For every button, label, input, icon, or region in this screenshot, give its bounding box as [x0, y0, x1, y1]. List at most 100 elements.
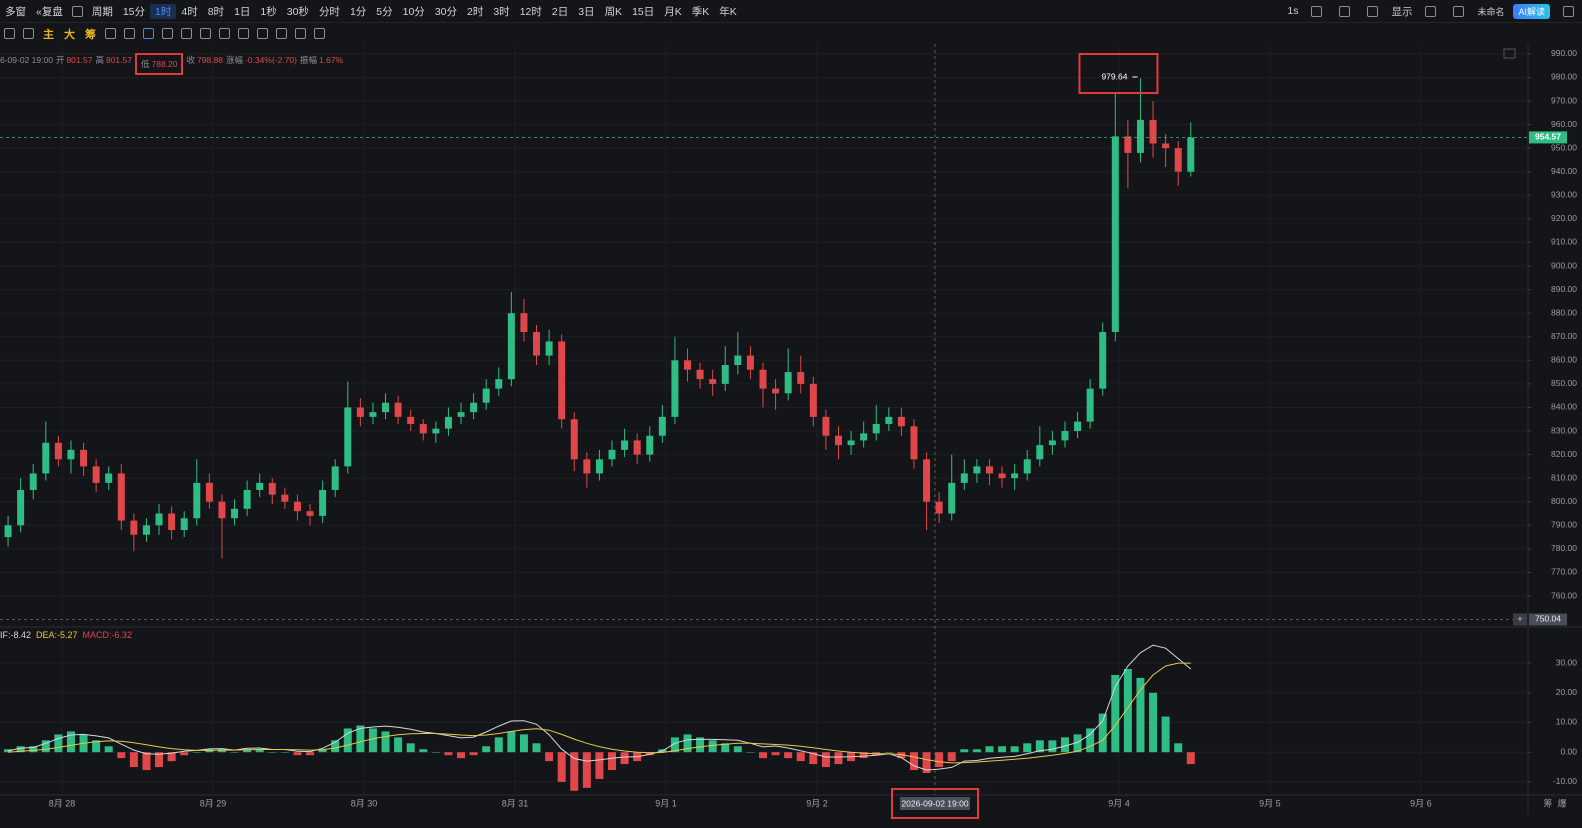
more-icon[interactable]: [23, 28, 34, 39]
info-value: -0.34%(-2.70): [245, 55, 297, 65]
period-button[interactable]: 年K: [719, 5, 737, 18]
macd-bar: [771, 752, 780, 756]
period-button[interactable]: 1秒: [260, 5, 277, 18]
macd-bar: [645, 752, 654, 756]
indicator-switch[interactable]: 大: [64, 28, 75, 41]
info-value: 801.57: [66, 55, 93, 65]
macd-bar: [167, 752, 176, 762]
info-item: 低 788.20: [134, 53, 184, 75]
macd-bar: [66, 731, 75, 753]
macd-bar: [343, 728, 352, 753]
macd-bar: [909, 752, 918, 771]
y-tick-label: 20.00: [1556, 687, 1578, 697]
x-tick-label: 9月 2: [806, 798, 828, 808]
macd-bar: [419, 749, 428, 753]
rect-icon[interactable]: [4, 28, 15, 39]
period-button[interactable]: 1时: [150, 3, 177, 19]
period-button[interactable]: 月K: [664, 5, 682, 18]
candle-body: [218, 501, 226, 519]
period-button[interactable]: 2日: [551, 5, 569, 18]
candle-body: [507, 313, 515, 380]
candle-body: [92, 466, 100, 483]
period-button[interactable]: 分时: [318, 5, 340, 18]
macd-bar: [519, 734, 528, 753]
period-button[interactable]: 2时: [467, 5, 484, 18]
macd-bar: [1010, 746, 1019, 753]
settings-icon[interactable]: [1425, 5, 1437, 17]
chart-type-icon[interactable]: [71, 5, 83, 17]
y-tick-label: 930.00: [1551, 190, 1577, 200]
tool-icon[interactable]: [105, 28, 116, 39]
tool-icon[interactable]: [276, 28, 287, 39]
candle-body: [268, 482, 276, 495]
share-icon[interactable]: [1563, 5, 1574, 17]
period-button[interactable]: 30分: [434, 5, 457, 18]
x-tick-label: 8月 31: [502, 798, 529, 808]
period-button[interactable]: 15分: [122, 5, 146, 18]
macd-bar: [683, 734, 692, 753]
period-button[interactable]: 30秒: [286, 5, 309, 18]
candle-body: [759, 369, 767, 389]
indicator-switch[interactable]: 筹: [85, 28, 96, 41]
delete-icon[interactable]: [314, 28, 325, 39]
y-tick-label: 800.00: [1551, 496, 1577, 506]
candle-body: [1162, 143, 1170, 149]
candle-body: [595, 459, 603, 474]
period-button[interactable]: 周K: [604, 5, 623, 18]
camera-icon[interactable]: [1311, 5, 1323, 17]
replay-button[interactable]: «复盘: [31, 4, 68, 19]
macd-bar: [1073, 734, 1082, 753]
window-icon[interactable]: [1367, 5, 1379, 17]
macd-bar: [255, 749, 264, 753]
indicator-switch[interactable]: 主: [43, 28, 54, 41]
tool-icon[interactable]: [238, 28, 249, 39]
period-button[interactable]: 1分: [349, 5, 367, 18]
period-menu[interactable]: 周期: [91, 5, 113, 18]
y-tick-label: 910.00: [1551, 237, 1577, 247]
ai-button[interactable]: AI解读: [1513, 3, 1550, 19]
candle-body: [168, 513, 176, 531]
info-label: 高: [95, 55, 104, 65]
macd-bar: [859, 752, 868, 759]
fullscreen-icon[interactable]: [1453, 5, 1465, 17]
period-button[interactable]: 季K: [691, 5, 710, 18]
windows-button[interactable]: 多窗: [5, 5, 26, 18]
tool-icon[interactable]: [200, 28, 211, 39]
pen-icon[interactable]: [1339, 5, 1351, 17]
tool-icon[interactable]: [143, 28, 154, 39]
info-label: 低: [140, 59, 150, 69]
interval[interactable]: 1s: [1287, 5, 1299, 17]
period-button[interactable]: 5分: [376, 5, 393, 18]
y-tick-label: 840.00: [1551, 402, 1577, 412]
x-tick-label: 9月 1: [655, 798, 677, 808]
tool-icon[interactable]: [257, 28, 268, 39]
tool-icon[interactable]: [295, 28, 306, 39]
macd-value: IF:-8.42: [0, 630, 32, 640]
period-button[interactable]: 3时: [493, 5, 510, 18]
period-button[interactable]: 10分: [402, 5, 425, 18]
workspace-name[interactable]: 未命名: [1477, 6, 1505, 17]
tool-icon[interactable]: [181, 28, 192, 39]
period-button[interactable]: 12时: [519, 5, 542, 18]
candle-body: [973, 466, 981, 474]
info-item: 收 798.88: [186, 54, 223, 66]
macd-bar: [784, 752, 793, 759]
display-button[interactable]: 显示: [1391, 5, 1413, 18]
candle-body: [444, 416, 452, 429]
period-button[interactable]: 1日: [234, 5, 251, 18]
candle-body: [1111, 136, 1119, 333]
candle-body: [243, 489, 251, 509]
period-button[interactable]: 8时: [207, 5, 225, 18]
period-button[interactable]: 3日: [578, 5, 595, 18]
period-button[interactable]: 15日: [632, 5, 655, 18]
tool-icon[interactable]: [124, 28, 135, 39]
last-price-tag: [1529, 131, 1567, 144]
candle-body: [923, 459, 931, 502]
macd-bar: [620, 752, 629, 765]
macd-bar: [217, 749, 226, 753]
period-button[interactable]: 4时: [181, 5, 198, 18]
tool-icon[interactable]: [162, 28, 173, 39]
tool-icon[interactable]: [219, 28, 230, 39]
macd-bar: [1174, 743, 1183, 753]
y-tick-label: 890.00: [1551, 284, 1577, 294]
